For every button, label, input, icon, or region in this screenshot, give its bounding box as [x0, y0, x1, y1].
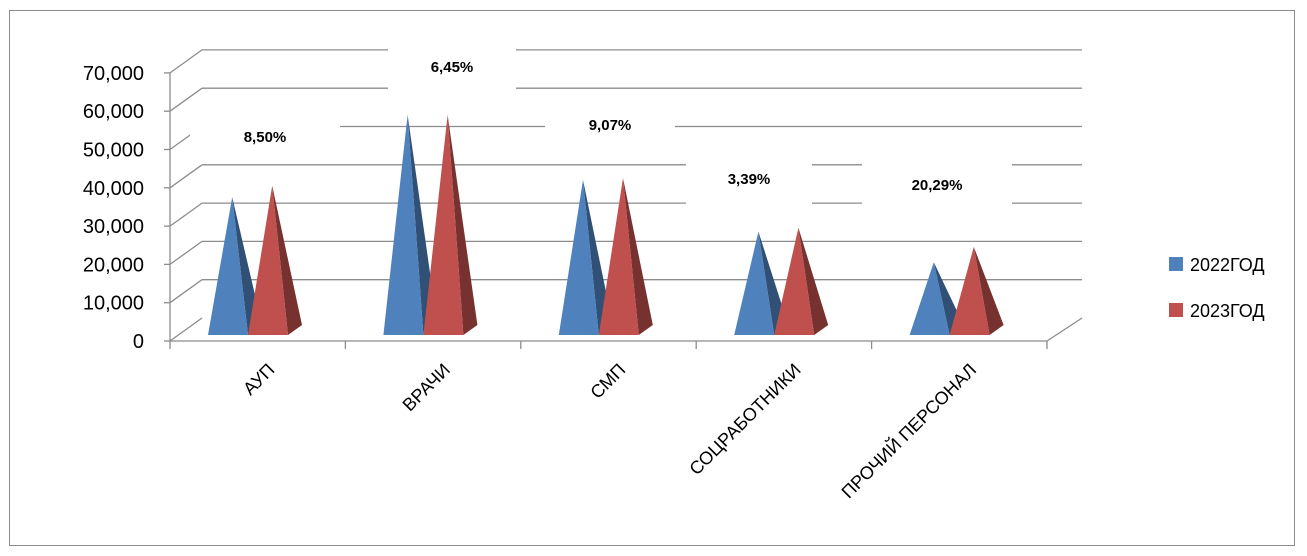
y-tick-label: 10,000	[83, 293, 144, 315]
side-gridline	[169, 87, 203, 112]
pyramid-side-2023ГОД	[447, 114, 478, 336]
annotation-label: 9,07%	[589, 117, 632, 134]
side-gridline	[169, 164, 203, 189]
annotation-box	[862, 158, 1012, 212]
y-tick-label: 70,000	[83, 63, 144, 85]
x-tick-label: ВРАЧИ	[399, 360, 454, 415]
annotation-box	[388, 43, 516, 91]
pyramid-side-2023ГОД	[623, 177, 653, 335]
y-tick-label: 60,000	[83, 101, 144, 123]
pyramid-2022ГОД	[734, 231, 775, 335]
y-tick-label: 20,000	[83, 254, 144, 276]
annotation-label: 3,39%	[728, 171, 771, 188]
legend-swatch	[1169, 303, 1183, 317]
side-gridline	[169, 49, 203, 74]
pyramid-2022ГОД	[383, 114, 424, 336]
pyramid-2023ГОД	[423, 114, 464, 336]
pyramid-side-2023ГОД	[272, 185, 302, 335]
y-tick-label: 40,000	[83, 178, 144, 200]
pyramid-2022ГОД	[208, 197, 248, 335]
pyramid-side-2023ГОД	[798, 227, 829, 335]
legend-label: 2023ГОД	[1190, 301, 1265, 321]
side-gridline	[169, 279, 203, 304]
annotation-box	[190, 114, 340, 160]
side-gridline	[169, 202, 203, 227]
annotation-label: 20,29%	[912, 177, 963, 194]
x-tick-label: ПРОЧИЙ ПЕРСОНАЛ	[837, 359, 980, 502]
pyramid-2022ГОД	[909, 262, 950, 335]
x-tick-label: СМП	[586, 360, 629, 403]
y-tick-label: 0	[133, 331, 144, 353]
y-tick-label: 50,000	[83, 140, 144, 162]
annotation-box	[686, 152, 812, 206]
annotation-box	[545, 99, 675, 151]
annotation-label: 6,45%	[431, 59, 474, 76]
x-tick-label: АУП	[239, 360, 278, 399]
legend-swatch	[1169, 257, 1183, 271]
pyramid-side-2023ГОД	[973, 246, 1004, 335]
legend-label: 2022ГОД	[1190, 255, 1265, 275]
pyramid-2023ГОД	[248, 185, 288, 335]
side-gridline	[169, 317, 203, 342]
pyramid-2023ГОД	[949, 246, 990, 335]
x-tick-label: СОЦРАБОТНИКИ	[685, 360, 804, 479]
annotation-label: 8,50%	[244, 129, 287, 146]
pyramid-2023ГОД	[774, 227, 815, 335]
side-gridline	[169, 240, 203, 265]
y-tick-label: 30,000	[83, 216, 144, 238]
pyramid-2023ГОД	[598, 177, 639, 335]
pyramid-2022ГОД	[558, 179, 599, 335]
